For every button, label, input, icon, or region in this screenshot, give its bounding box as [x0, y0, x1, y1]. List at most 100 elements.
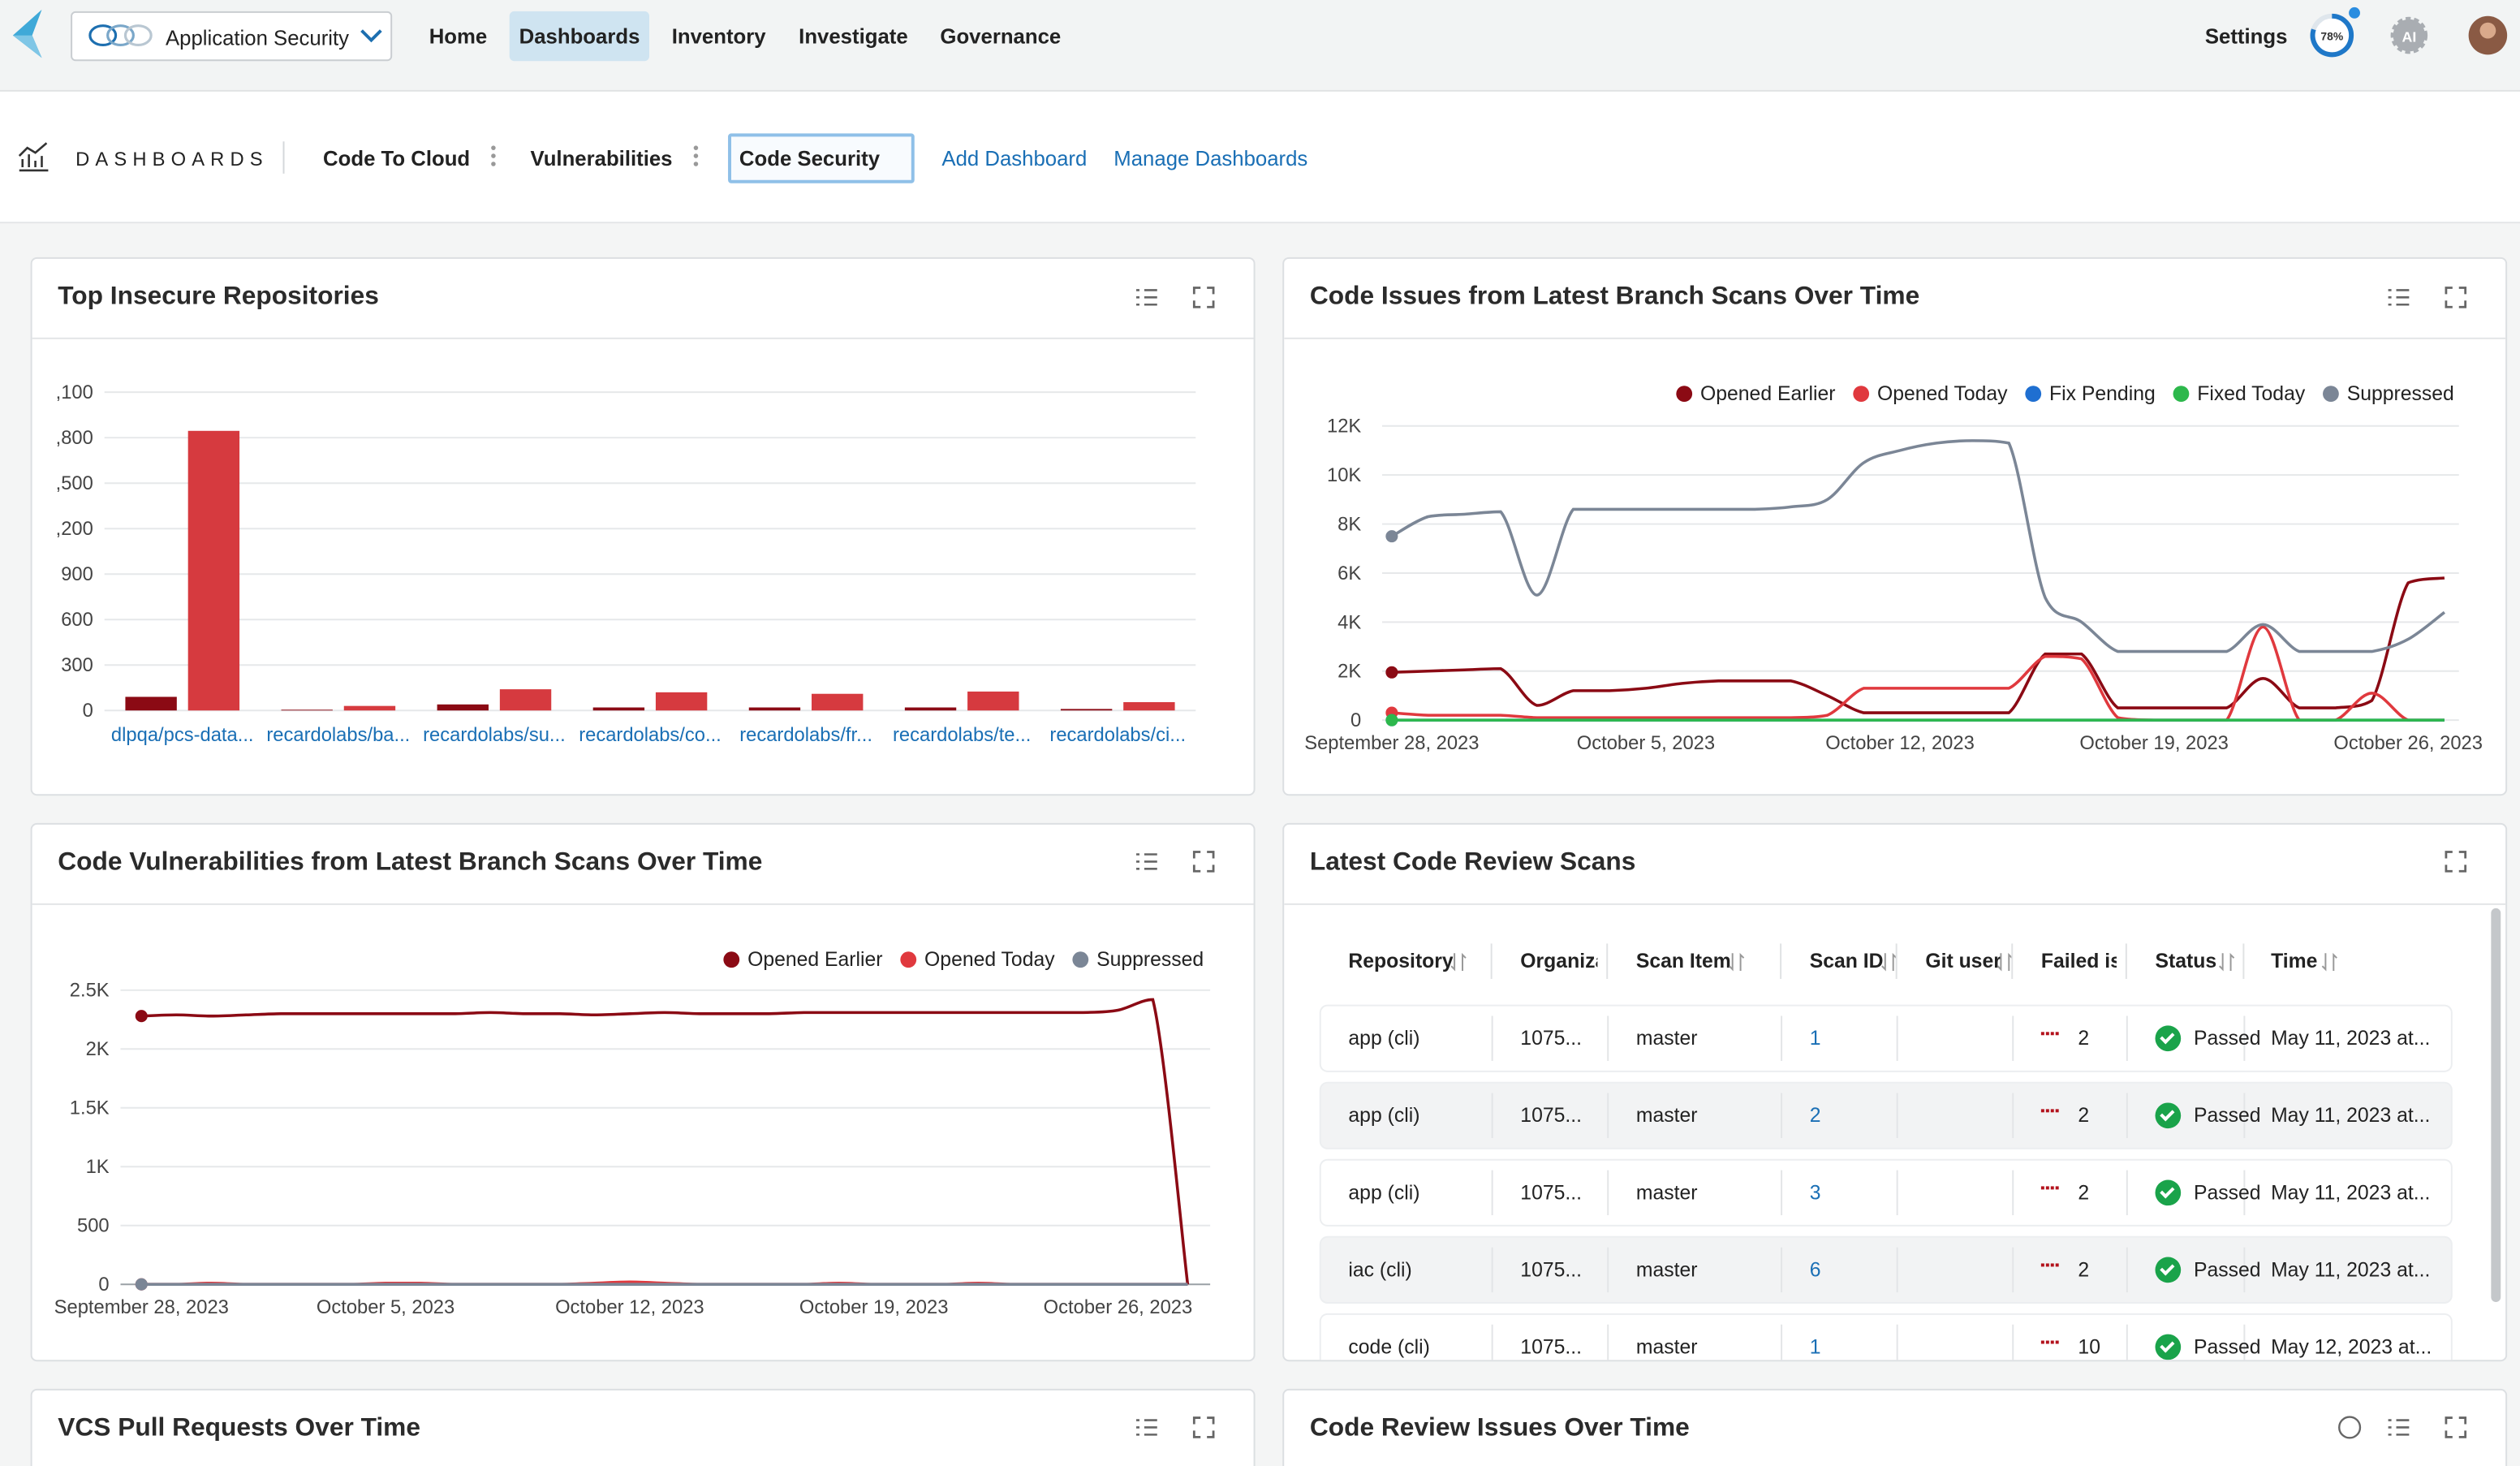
dashboard-tab[interactable]: Code Security — [739, 146, 880, 170]
settings-link[interactable]: Settings — [2205, 24, 2288, 49]
cell-separator — [2012, 1016, 2014, 1061]
table-cell: app (cli) — [1348, 1181, 1419, 1204]
dashboards-label: DASHBOARDS — [75, 148, 269, 170]
failed-dot — [2051, 1186, 2054, 1189]
cell-separator — [1607, 1171, 1609, 1215]
table-cell: master — [1636, 1259, 1698, 1282]
table-cell[interactable]: 2 — [1810, 1104, 1821, 1127]
cell-separator — [2012, 1171, 2014, 1215]
panel: Code Vulnerabilities from Latest Branch … — [31, 823, 1256, 1361]
cell-separator — [1492, 1016, 1493, 1061]
dashboard-link[interactable]: Add Dashboard — [941, 146, 1087, 170]
cell-separator — [1781, 1248, 1782, 1292]
failed-dot — [2056, 1109, 2059, 1112]
panel-title: Code Issues from Latest Branch Scans Ove… — [1310, 283, 1919, 313]
panel-header: Latest Code Review Scans — [1284, 825, 2505, 905]
table-cell: 2 — [2078, 1181, 2089, 1204]
panel-title: Code Vulnerabilities from Latest Branch … — [58, 849, 762, 878]
table-cell: 1075... — [1520, 1181, 1582, 1204]
dashboard-tab[interactable]: Vulnerabilities — [530, 146, 672, 170]
table-cell: Passed — [2194, 1181, 2261, 1204]
table-cell: master — [1636, 1027, 1698, 1050]
table-cell: Passed — [2194, 1336, 2261, 1359]
column-header[interactable]: Organizat — [1520, 950, 1597, 972]
cell-separator — [2012, 1093, 2014, 1138]
table-cell: code (cli) — [1348, 1336, 1429, 1359]
column-header[interactable]: Scan Item — [1636, 950, 1731, 972]
panel-title: Code Review Issues Over Time — [1310, 1415, 1690, 1444]
table-cell: May 11, 2023 at... — [2271, 1027, 2430, 1050]
cell-separator — [2126, 1093, 2128, 1138]
cell-separator — [1781, 1171, 1782, 1215]
panel-header: Code Vulnerabilities from Latest Branch … — [32, 825, 1254, 905]
table-cell[interactable]: 3 — [1810, 1181, 1821, 1204]
table-cell: May 11, 2023 at... — [2271, 1181, 2430, 1204]
failed-dot — [2041, 1341, 2044, 1344]
table-cell[interactable]: 6 — [1810, 1259, 1821, 1282]
nav-item[interactable]: Home — [420, 11, 497, 61]
failed-dot — [2041, 1263, 2044, 1266]
cell-separator — [1492, 1325, 1493, 1362]
cell-separator — [1607, 1325, 1609, 1362]
column-header[interactable]: Scan ID — [1810, 950, 1884, 972]
failed-dot — [2046, 1341, 2049, 1344]
failed-dot — [2051, 1341, 2054, 1344]
cell-separator — [1781, 1093, 1782, 1138]
nav-item[interactable]: Investigate — [789, 11, 917, 61]
dashboard-link[interactable]: Manage Dashboards — [1114, 146, 1307, 170]
failed-dot — [2046, 1109, 2049, 1112]
table-cell: 2 — [2078, 1104, 2089, 1127]
failed-dot — [2056, 1263, 2059, 1266]
scrollbar[interactable] — [2491, 908, 2501, 1302]
cell-separator — [2126, 1248, 2128, 1292]
column-header[interactable]: Repository — [1348, 950, 1453, 972]
table-cell: app (cli) — [1348, 1027, 1419, 1050]
table-cell: 10 — [2078, 1336, 2100, 1359]
cell-separator — [1897, 1093, 1898, 1138]
table-cell: Passed — [2194, 1027, 2261, 1050]
app-selector[interactable]: Application Security — [71, 11, 392, 61]
column-header[interactable]: Git user — [1925, 950, 2001, 972]
failed-dot — [2056, 1186, 2059, 1189]
table-cell: Passed — [2194, 1104, 2261, 1127]
cell-separator — [1492, 1171, 1493, 1215]
table-cell: 1075... — [1520, 1259, 1582, 1282]
dashboard-tab[interactable]: Code To Cloud — [323, 146, 470, 170]
panel: VCS Pull Requests Over Time — [31, 1389, 1256, 1466]
nav-item[interactable]: Inventory — [662, 11, 776, 61]
cell-separator — [1492, 1248, 1493, 1292]
panel-title: Top Insecure Repositories — [58, 283, 379, 313]
failed-dot — [2046, 1186, 2049, 1189]
failed-dot — [2046, 1032, 2049, 1035]
cell-separator — [1897, 1016, 1898, 1061]
failed-dot — [2041, 1109, 2044, 1112]
column-header[interactable]: Time — [2271, 950, 2317, 972]
table-cell[interactable]: 1 — [1810, 1027, 1821, 1050]
cell-separator — [1897, 1248, 1898, 1292]
app-name: Application Security — [166, 26, 349, 50]
panel: Code Issues from Latest Branch Scans Ove… — [1282, 257, 2507, 796]
table-cell: May 11, 2023 at... — [2271, 1104, 2430, 1127]
cell-separator — [1607, 1093, 1609, 1138]
table-cell: master — [1636, 1336, 1698, 1359]
table-cell: app (cli) — [1348, 1104, 1419, 1127]
column-header[interactable]: Status — [2155, 950, 2216, 972]
cell-separator — [1492, 1093, 1493, 1138]
table-cell: 2 — [2078, 1259, 2089, 1282]
nav-item[interactable]: Dashboards — [510, 11, 650, 61]
panel: Code Review Issues Over Time — [1282, 1389, 2507, 1466]
cell-separator — [1897, 1171, 1898, 1215]
cell-separator — [1897, 1325, 1898, 1362]
table-cell: May 12, 2023 at... — [2271, 1336, 2432, 1359]
failed-dot — [2051, 1032, 2054, 1035]
nav-item[interactable]: Governance — [931, 11, 1071, 61]
table-cell: May 11, 2023 at... — [2271, 1259, 2430, 1282]
table-cell[interactable]: 1 — [1810, 1336, 1821, 1359]
cell-separator — [1607, 1248, 1609, 1292]
panel: Latest Code Review Scans Repository Organi… — [1282, 823, 2507, 1361]
column-header[interactable]: Failed issu — [2041, 950, 2117, 972]
failed-dot — [2041, 1186, 2044, 1189]
panel-title: Latest Code Review Scans — [1310, 849, 1635, 878]
